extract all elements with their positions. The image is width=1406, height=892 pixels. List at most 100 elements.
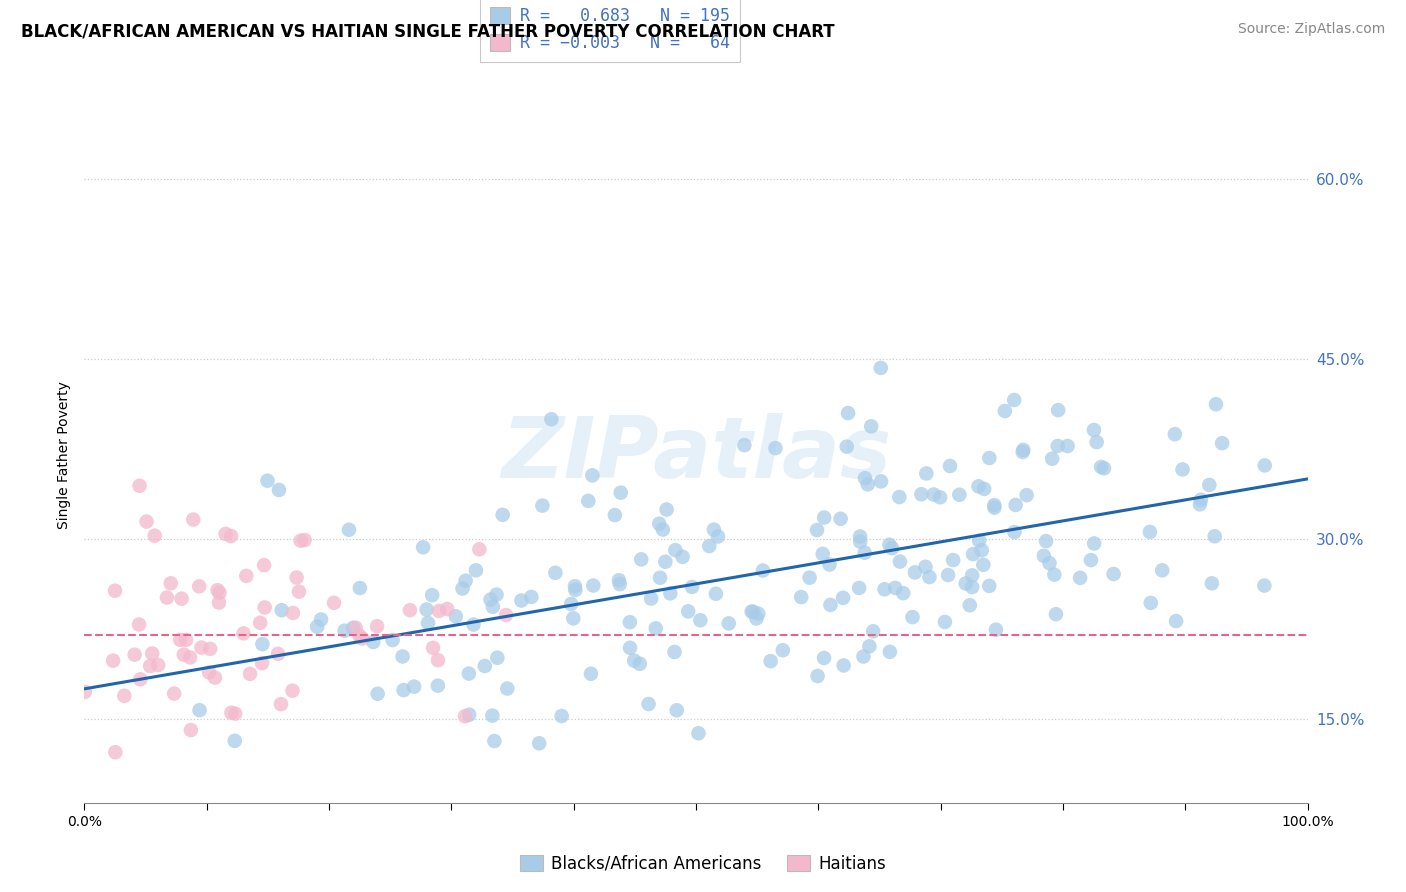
Point: [1204, 529, 1226, 543]
Point: [853, 546, 876, 560]
Point: [983, 498, 1005, 512]
Point: [1205, 397, 1227, 411]
Point: [607, 573, 630, 587]
Point: [745, 611, 768, 625]
Point: [811, 547, 834, 561]
Point: [967, 479, 990, 493]
Point: [848, 581, 870, 595]
Point: [765, 441, 787, 455]
Point: [837, 406, 859, 420]
Point: [870, 475, 893, 489]
Point: [1011, 445, 1033, 459]
Point: [628, 657, 651, 671]
Point: [637, 697, 659, 711]
Point: [104, 745, 127, 759]
Point: [664, 543, 686, 558]
Point: [697, 539, 720, 553]
Point: [309, 612, 332, 626]
Point: [752, 564, 775, 578]
Point: [486, 650, 509, 665]
Point: [853, 471, 876, 485]
Point: [671, 549, 693, 564]
Point: [420, 588, 443, 602]
Point: [479, 592, 502, 607]
Point: [135, 515, 157, 529]
Point: [207, 583, 229, 598]
Legend: Blacks/African Americans, Haitians: Blacks/African Americans, Haitians: [513, 848, 893, 880]
Point: [180, 723, 202, 737]
Point: [416, 615, 439, 630]
Point: [640, 591, 662, 606]
Point: [381, 633, 404, 648]
Point: [256, 474, 278, 488]
Point: [960, 580, 983, 594]
Point: [1047, 403, 1070, 417]
Point: [806, 523, 828, 537]
Point: [224, 734, 246, 748]
Point: [648, 571, 671, 585]
Point: [267, 647, 290, 661]
Point: [366, 619, 388, 633]
Point: [482, 599, 505, 614]
Point: [948, 488, 970, 502]
Point: [399, 603, 422, 617]
Point: [704, 587, 727, 601]
Point: [741, 605, 763, 619]
Point: [676, 604, 699, 618]
Point: [344, 621, 367, 635]
Point: [654, 555, 676, 569]
Point: [914, 559, 936, 574]
Point: [962, 547, 984, 561]
Text: ZIPatlas: ZIPatlas: [501, 413, 891, 497]
Point: [1043, 567, 1066, 582]
Point: [1046, 439, 1069, 453]
Point: [208, 596, 231, 610]
Point: [1092, 461, 1115, 475]
Point: [747, 607, 769, 621]
Point: [1198, 478, 1220, 492]
Point: [239, 666, 262, 681]
Point: [1102, 566, 1125, 581]
Point: [849, 534, 872, 549]
Point: [104, 583, 127, 598]
Point: [392, 683, 415, 698]
Point: [959, 598, 981, 612]
Point: [415, 602, 437, 616]
Point: [1040, 451, 1063, 466]
Point: [1080, 553, 1102, 567]
Point: [484, 734, 506, 748]
Point: [198, 641, 221, 656]
Point: [1038, 556, 1060, 570]
Point: [681, 580, 703, 594]
Point: [830, 512, 852, 526]
Point: [832, 658, 855, 673]
Point: [270, 603, 292, 617]
Point: [1152, 563, 1174, 577]
Point: [1069, 571, 1091, 585]
Point: [129, 673, 152, 687]
Point: [655, 502, 678, 516]
Point: [799, 571, 821, 585]
Point: [852, 649, 875, 664]
Point: [979, 579, 1001, 593]
Point: [281, 606, 304, 620]
Point: [252, 637, 274, 651]
Point: [436, 602, 458, 616]
Point: [1056, 439, 1078, 453]
Point: [1004, 498, 1026, 512]
Point: [352, 632, 374, 646]
Point: [879, 645, 901, 659]
Point: [807, 669, 830, 683]
Point: [204, 671, 226, 685]
Point: [869, 360, 891, 375]
Point: [979, 450, 1001, 465]
Point: [444, 609, 467, 624]
Point: [609, 577, 631, 591]
Point: [173, 648, 195, 662]
Point: [1188, 497, 1211, 511]
Point: [759, 654, 782, 668]
Point: [858, 640, 880, 654]
Point: [198, 665, 221, 680]
Point: [457, 666, 479, 681]
Point: [922, 487, 945, 501]
